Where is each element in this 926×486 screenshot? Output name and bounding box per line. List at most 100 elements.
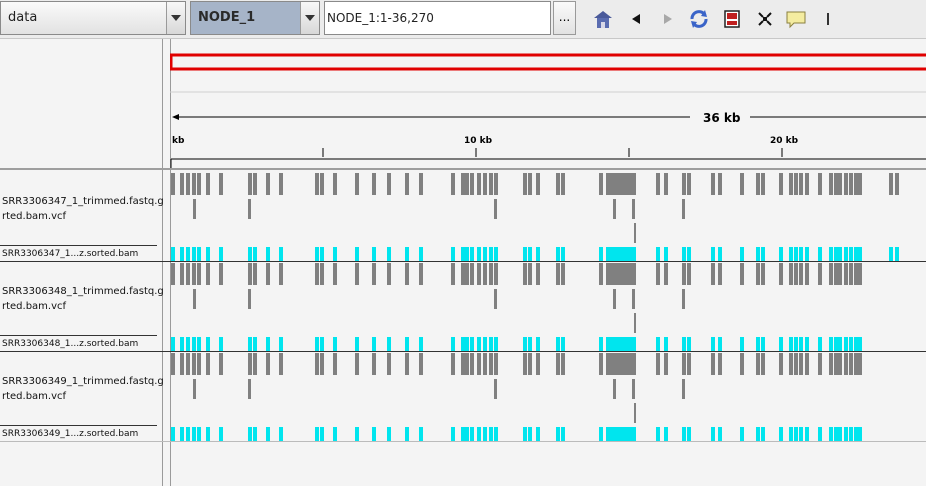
coverage-mark[interactable] (355, 427, 359, 441)
coverage-mark[interactable] (561, 427, 565, 441)
coverage-mark[interactable] (794, 427, 798, 441)
coverage-mark[interactable] (333, 427, 337, 441)
variant-mark[interactable] (761, 353, 765, 375)
region-icon[interactable] (721, 8, 743, 30)
coverage-mark[interactable] (315, 427, 319, 441)
variant-mark[interactable] (789, 353, 793, 375)
variant-mark[interactable] (419, 173, 423, 195)
variant-mark[interactable] (682, 263, 686, 285)
variant-mark[interactable] (279, 353, 283, 375)
coverage-mark[interactable] (711, 337, 715, 351)
variant-mark[interactable] (613, 379, 616, 399)
coverage-mark[interactable] (849, 337, 853, 351)
coverage-mark[interactable] (718, 337, 722, 351)
variant-mark[interactable] (333, 353, 337, 375)
variant-mark[interactable] (186, 353, 190, 375)
coverage-mark[interactable] (219, 247, 223, 261)
coverage-mark[interactable] (523, 337, 527, 351)
bam-track-label[interactable]: SRR3306348_1...z.sorted.bam (2, 339, 139, 349)
variant-mark[interactable] (253, 173, 257, 195)
coverage-mark[interactable] (561, 247, 565, 261)
coverage-mark[interactable] (171, 337, 175, 351)
coverage-mark[interactable] (253, 337, 257, 351)
coverage-mark[interactable] (556, 427, 560, 441)
coverage-mark[interactable] (219, 427, 223, 441)
coverage-mark[interactable] (197, 427, 201, 441)
coverage-mark[interactable] (536, 247, 540, 261)
variant-mark[interactable] (279, 263, 283, 285)
variant-mark[interactable] (315, 353, 319, 375)
variant-mark[interactable] (789, 263, 793, 285)
coverage-mark[interactable] (372, 337, 376, 351)
variant-mark[interactable] (253, 353, 257, 375)
variant-mark[interactable] (634, 403, 636, 423)
coverage-mark[interactable] (561, 337, 565, 351)
variant-mark[interactable] (613, 199, 616, 219)
variant-mark[interactable] (561, 263, 565, 285)
variant-mark[interactable] (494, 289, 497, 309)
variant-mark[interactable] (858, 353, 862, 375)
coverage-mark[interactable] (756, 247, 760, 261)
variant-mark[interactable] (656, 173, 660, 195)
variant-mark[interactable] (180, 353, 184, 375)
coverage-mark[interactable] (834, 337, 838, 351)
variant-mark[interactable] (889, 173, 893, 195)
coverage-mark[interactable] (854, 247, 858, 261)
variant-mark[interactable] (718, 173, 722, 195)
variant-mark[interactable] (405, 263, 409, 285)
coverage-mark[interactable] (858, 427, 862, 441)
coverage-mark[interactable] (461, 247, 465, 261)
variant-mark[interactable] (858, 173, 862, 195)
coverage-mark[interactable] (192, 427, 196, 441)
vcf-track-label[interactable]: SRR3306347_1_trimmed.fastq.g (2, 196, 164, 207)
coverage-mark[interactable] (315, 247, 319, 261)
variant-mark[interactable] (610, 173, 636, 195)
coverage-mark[interactable] (266, 247, 270, 261)
coverage-mark[interactable] (656, 427, 660, 441)
coverage-mark[interactable] (556, 247, 560, 261)
variant-mark[interactable] (740, 353, 744, 375)
variant-mark[interactable] (687, 263, 691, 285)
coverage-mark[interactable] (333, 247, 337, 261)
coverage-mark[interactable] (799, 337, 803, 351)
coverage-mark[interactable] (829, 427, 833, 441)
coverage-mark[interactable] (320, 427, 324, 441)
variant-mark[interactable] (315, 173, 319, 195)
coverage-mark[interactable] (606, 337, 610, 351)
variant-mark[interactable] (682, 173, 686, 195)
variant-mark[interactable] (838, 173, 842, 195)
coverage-mark[interactable] (536, 337, 540, 351)
variant-mark[interactable] (634, 313, 636, 333)
variant-mark[interactable] (320, 263, 324, 285)
coverage-mark[interactable] (740, 247, 744, 261)
variant-mark[interactable] (632, 379, 635, 399)
variant-mark[interactable] (206, 353, 210, 375)
coverage-mark[interactable] (756, 427, 760, 441)
variant-mark[interactable] (523, 263, 527, 285)
variant-mark[interactable] (794, 173, 798, 195)
coverage-mark[interactable] (477, 427, 481, 441)
coverage-mark[interactable] (461, 427, 465, 441)
coverage-mark[interactable] (610, 337, 636, 351)
variant-mark[interactable] (664, 173, 668, 195)
coverage-mark[interactable] (844, 427, 848, 441)
coverage-mark[interactable] (656, 247, 660, 261)
coverage-mark[interactable] (805, 337, 809, 351)
variant-mark[interactable] (320, 173, 324, 195)
coverage-mark[interactable] (838, 427, 842, 441)
variant-mark[interactable] (266, 173, 270, 195)
variant-mark[interactable] (718, 263, 722, 285)
variant-mark[interactable] (656, 353, 660, 375)
coverage-mark[interactable] (682, 337, 686, 351)
variant-mark[interactable] (632, 289, 635, 309)
vcf-track-label[interactable]: rted.bam.vcf (2, 301, 67, 312)
variant-mark[interactable] (451, 173, 455, 195)
coverage-mark[interactable] (523, 427, 527, 441)
variant-mark[interactable] (186, 263, 190, 285)
coverage-mark[interactable] (599, 427, 603, 441)
coverage-mark[interactable] (664, 247, 668, 261)
coverage-mark[interactable] (405, 247, 409, 261)
coverage-mark[interactable] (279, 247, 283, 261)
variant-mark[interactable] (171, 353, 175, 375)
variant-mark[interactable] (756, 353, 760, 375)
